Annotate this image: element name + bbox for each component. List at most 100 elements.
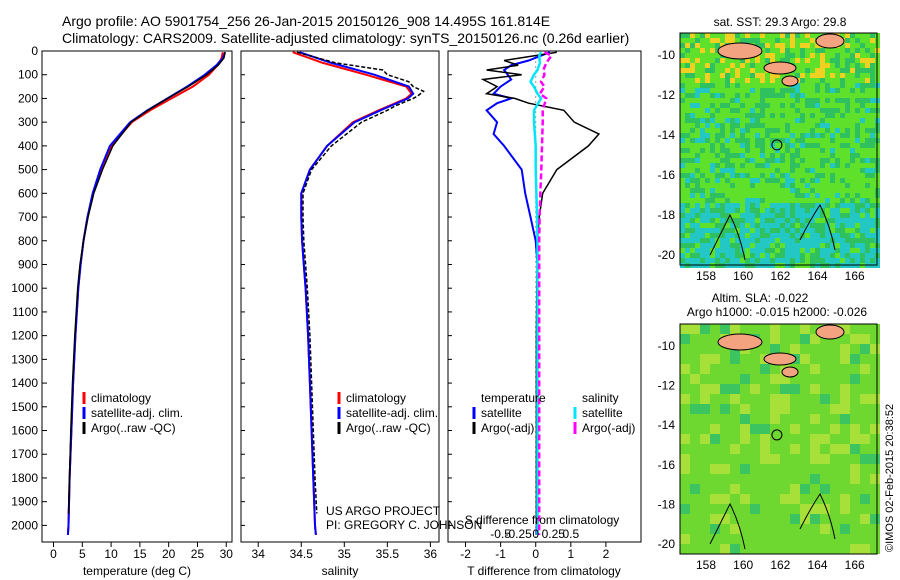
map-cell — [770, 213, 775, 218]
difference-legend: temperature satellite Argo(-adj) salinit… — [472, 391, 635, 435]
map-cell — [730, 183, 735, 188]
series-line-argo-raw-qc — [67, 52, 226, 514]
map-cell — [795, 73, 800, 78]
map-cell — [860, 163, 865, 168]
map-cell — [695, 48, 700, 53]
legend-argo: Argo(..raw -QC) — [346, 421, 431, 435]
map-cell — [870, 334, 880, 344]
map-cell — [760, 454, 770, 464]
map-cell — [835, 53, 840, 58]
map-cell — [690, 213, 695, 218]
map-cell — [790, 208, 795, 213]
map-cell — [790, 148, 795, 153]
map-cell — [815, 188, 820, 193]
map-cell — [760, 374, 770, 384]
map-cell — [700, 53, 705, 58]
map-cell — [760, 494, 770, 504]
map-cell — [740, 63, 745, 68]
map-cell — [810, 514, 820, 524]
map-cell — [855, 213, 860, 218]
map-cell — [695, 163, 700, 168]
map-cell — [870, 168, 875, 173]
map-cell — [780, 243, 785, 248]
map-cell — [775, 83, 780, 88]
map-cell — [865, 158, 870, 163]
map-cell — [745, 73, 750, 78]
map-cell — [800, 344, 810, 354]
map-cell — [705, 33, 710, 38]
map-cell — [690, 63, 695, 68]
map-cell — [865, 68, 870, 73]
map-cell — [725, 188, 730, 193]
map-cell — [860, 324, 870, 334]
map-cell — [765, 78, 770, 83]
map-cell — [680, 138, 685, 143]
map-cell — [800, 163, 805, 168]
legend-climatology: climatology — [91, 391, 151, 405]
map-cell — [690, 434, 700, 444]
map-cell — [850, 73, 855, 78]
map-cell — [865, 33, 870, 38]
map-cell — [715, 138, 720, 143]
map-cell — [815, 193, 820, 198]
map-cell — [830, 153, 835, 158]
map-cell — [805, 253, 810, 258]
map-cell — [750, 544, 760, 554]
map-cell — [710, 198, 715, 203]
map-cell — [735, 198, 740, 203]
map-cell — [720, 78, 725, 83]
map-cell — [775, 188, 780, 193]
map-cell — [725, 103, 730, 108]
map-cell — [700, 228, 705, 233]
map-cell — [725, 168, 730, 173]
map-cell — [830, 143, 835, 148]
map-cell — [745, 143, 750, 148]
map-cell — [800, 108, 805, 113]
map-cell — [720, 238, 725, 243]
map-cell — [775, 133, 780, 138]
map-cell — [730, 58, 735, 63]
map-cell — [710, 178, 715, 183]
map-cell — [785, 233, 790, 238]
map-cell — [810, 414, 820, 424]
map-cell — [860, 434, 870, 444]
map-cell — [790, 193, 795, 198]
map-cell — [850, 218, 855, 223]
map-cell — [730, 514, 740, 524]
map-cell — [710, 113, 715, 118]
map-cell — [690, 324, 700, 334]
map-cell — [845, 228, 850, 233]
map-cell — [735, 123, 740, 128]
map-cell — [705, 73, 710, 78]
map-cell — [685, 133, 690, 138]
map-cell — [815, 198, 820, 203]
sst-map: 158 160 162 164 166-10-12-14-16-18-20 — [658, 32, 880, 283]
map-cell — [810, 53, 815, 58]
map-cell — [785, 158, 790, 163]
map-cell — [760, 218, 765, 223]
map-cell — [775, 218, 780, 223]
map-cell — [830, 53, 835, 58]
map-cell — [700, 208, 705, 213]
map-cell — [780, 334, 790, 344]
map-cell — [770, 33, 775, 38]
map-cell — [810, 193, 815, 198]
map-cell — [740, 123, 745, 128]
map-cell — [745, 168, 750, 173]
figure-title-line1: Argo profile: AO 5901754_256 26-Jan-2015… — [62, 13, 550, 29]
map-cell — [860, 93, 865, 98]
map-cell — [755, 98, 760, 103]
map-cell — [725, 38, 730, 43]
map-cell — [750, 128, 755, 133]
map-cell — [835, 153, 840, 158]
map-cell — [865, 243, 870, 248]
map-cell — [680, 53, 685, 58]
map-cell — [860, 143, 865, 148]
map-cell — [690, 454, 700, 464]
salinity-tick-label: 35 — [338, 547, 352, 561]
map-cell — [680, 514, 690, 524]
map-cell — [760, 464, 770, 474]
map-cell — [730, 73, 735, 78]
map-cell — [730, 454, 740, 464]
map-cell — [720, 88, 725, 93]
